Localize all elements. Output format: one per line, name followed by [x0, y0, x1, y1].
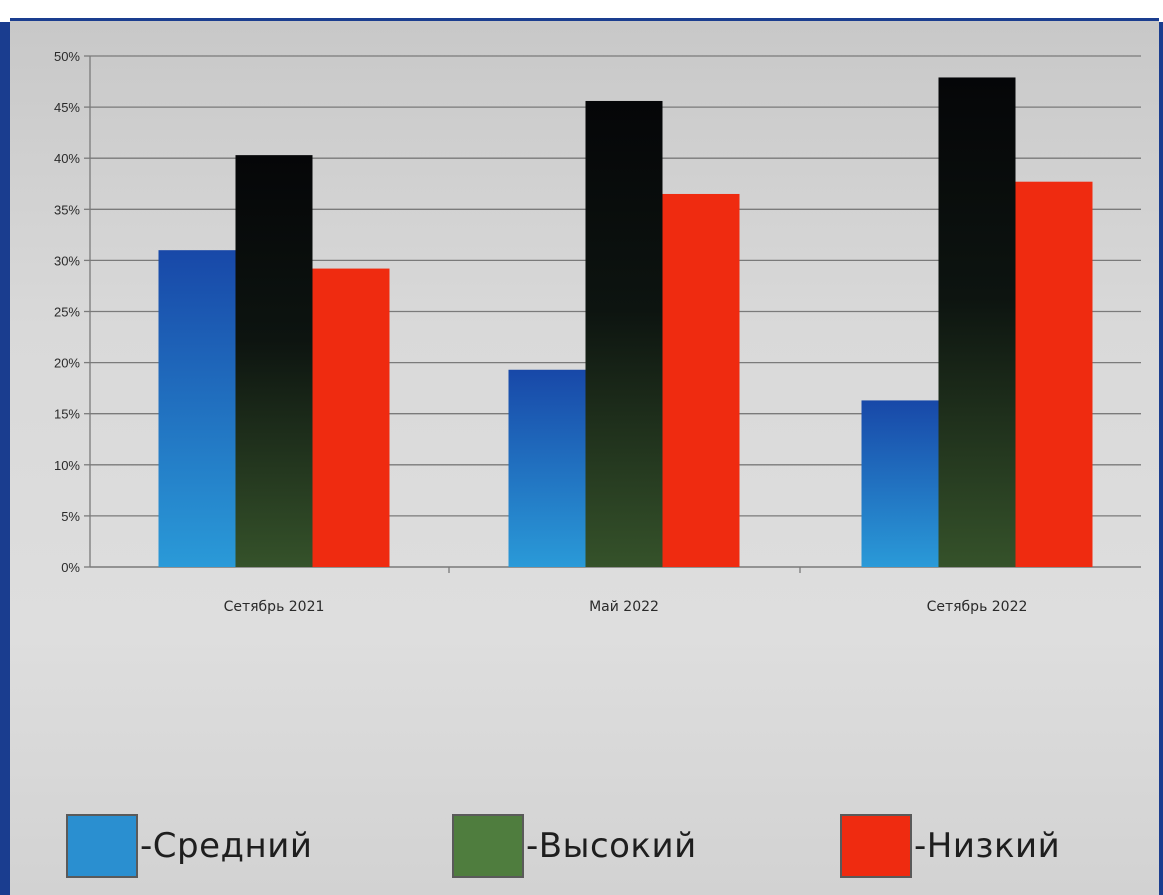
- y-tick-label: 10%: [54, 458, 80, 473]
- x-tick-label: Сетябрь 2021: [224, 599, 325, 615]
- y-tick-label: 0%: [61, 560, 80, 575]
- legend-item-vysokiy: -Высокий: [452, 814, 697, 878]
- y-tick-label: 35%: [54, 202, 80, 217]
- legend-item-sredniy: -Средний: [66, 814, 312, 878]
- bar-nizkiy: [1015, 181, 1093, 567]
- y-tick-label: 20%: [54, 356, 80, 371]
- top-banner-strip: [0, 0, 1163, 22]
- bar-vysokiy: [938, 77, 1016, 567]
- bar-chart: 0% 5% 10% 15% 20% 25% 30% 35% 40% 45% 50% Сетябрь 2…: [54, 49, 1141, 615]
- legend-label-nizkiy: -Низкий: [914, 826, 1061, 866]
- x-tick-label: Сетябрь 2022: [927, 599, 1028, 615]
- chart-photo: 0% 5% 10% 15% 20% 25% 30% 35% 40% 45% 50% Сетябрь 2…: [10, 18, 1159, 895]
- y-tick-label: 15%: [54, 407, 80, 422]
- bar-sredniy: [861, 400, 939, 567]
- bar-vysokiy: [235, 155, 313, 567]
- bar-nizkiy: [312, 268, 390, 567]
- y-tick-label: 50%: [54, 49, 80, 64]
- legend-swatch-sredniy: [66, 814, 138, 878]
- y-tick-label: 25%: [54, 305, 80, 320]
- legend: -Средний -Высокий -Низкий: [10, 800, 1159, 892]
- y-tick-label: 45%: [54, 100, 80, 115]
- bar-nizkiy: [662, 193, 740, 567]
- bar-vysokiy: [585, 100, 663, 567]
- y-tick-label: 40%: [54, 151, 80, 166]
- legend-label-sredniy: -Средний: [140, 826, 313, 866]
- y-tick-label: 30%: [54, 253, 80, 268]
- y-tick-label: 5%: [61, 509, 80, 524]
- legend-swatch-nizkiy: [840, 814, 912, 878]
- legend-label-vysokiy: -Высокий: [526, 826, 697, 866]
- x-tick-label: Май 2022: [589, 599, 659, 615]
- bar-sredniy: [158, 250, 236, 567]
- legend-swatch-vysokiy: [452, 814, 524, 878]
- bar-sredniy: [508, 369, 586, 567]
- legend-item-nizkiy: -Низкий: [840, 814, 1060, 878]
